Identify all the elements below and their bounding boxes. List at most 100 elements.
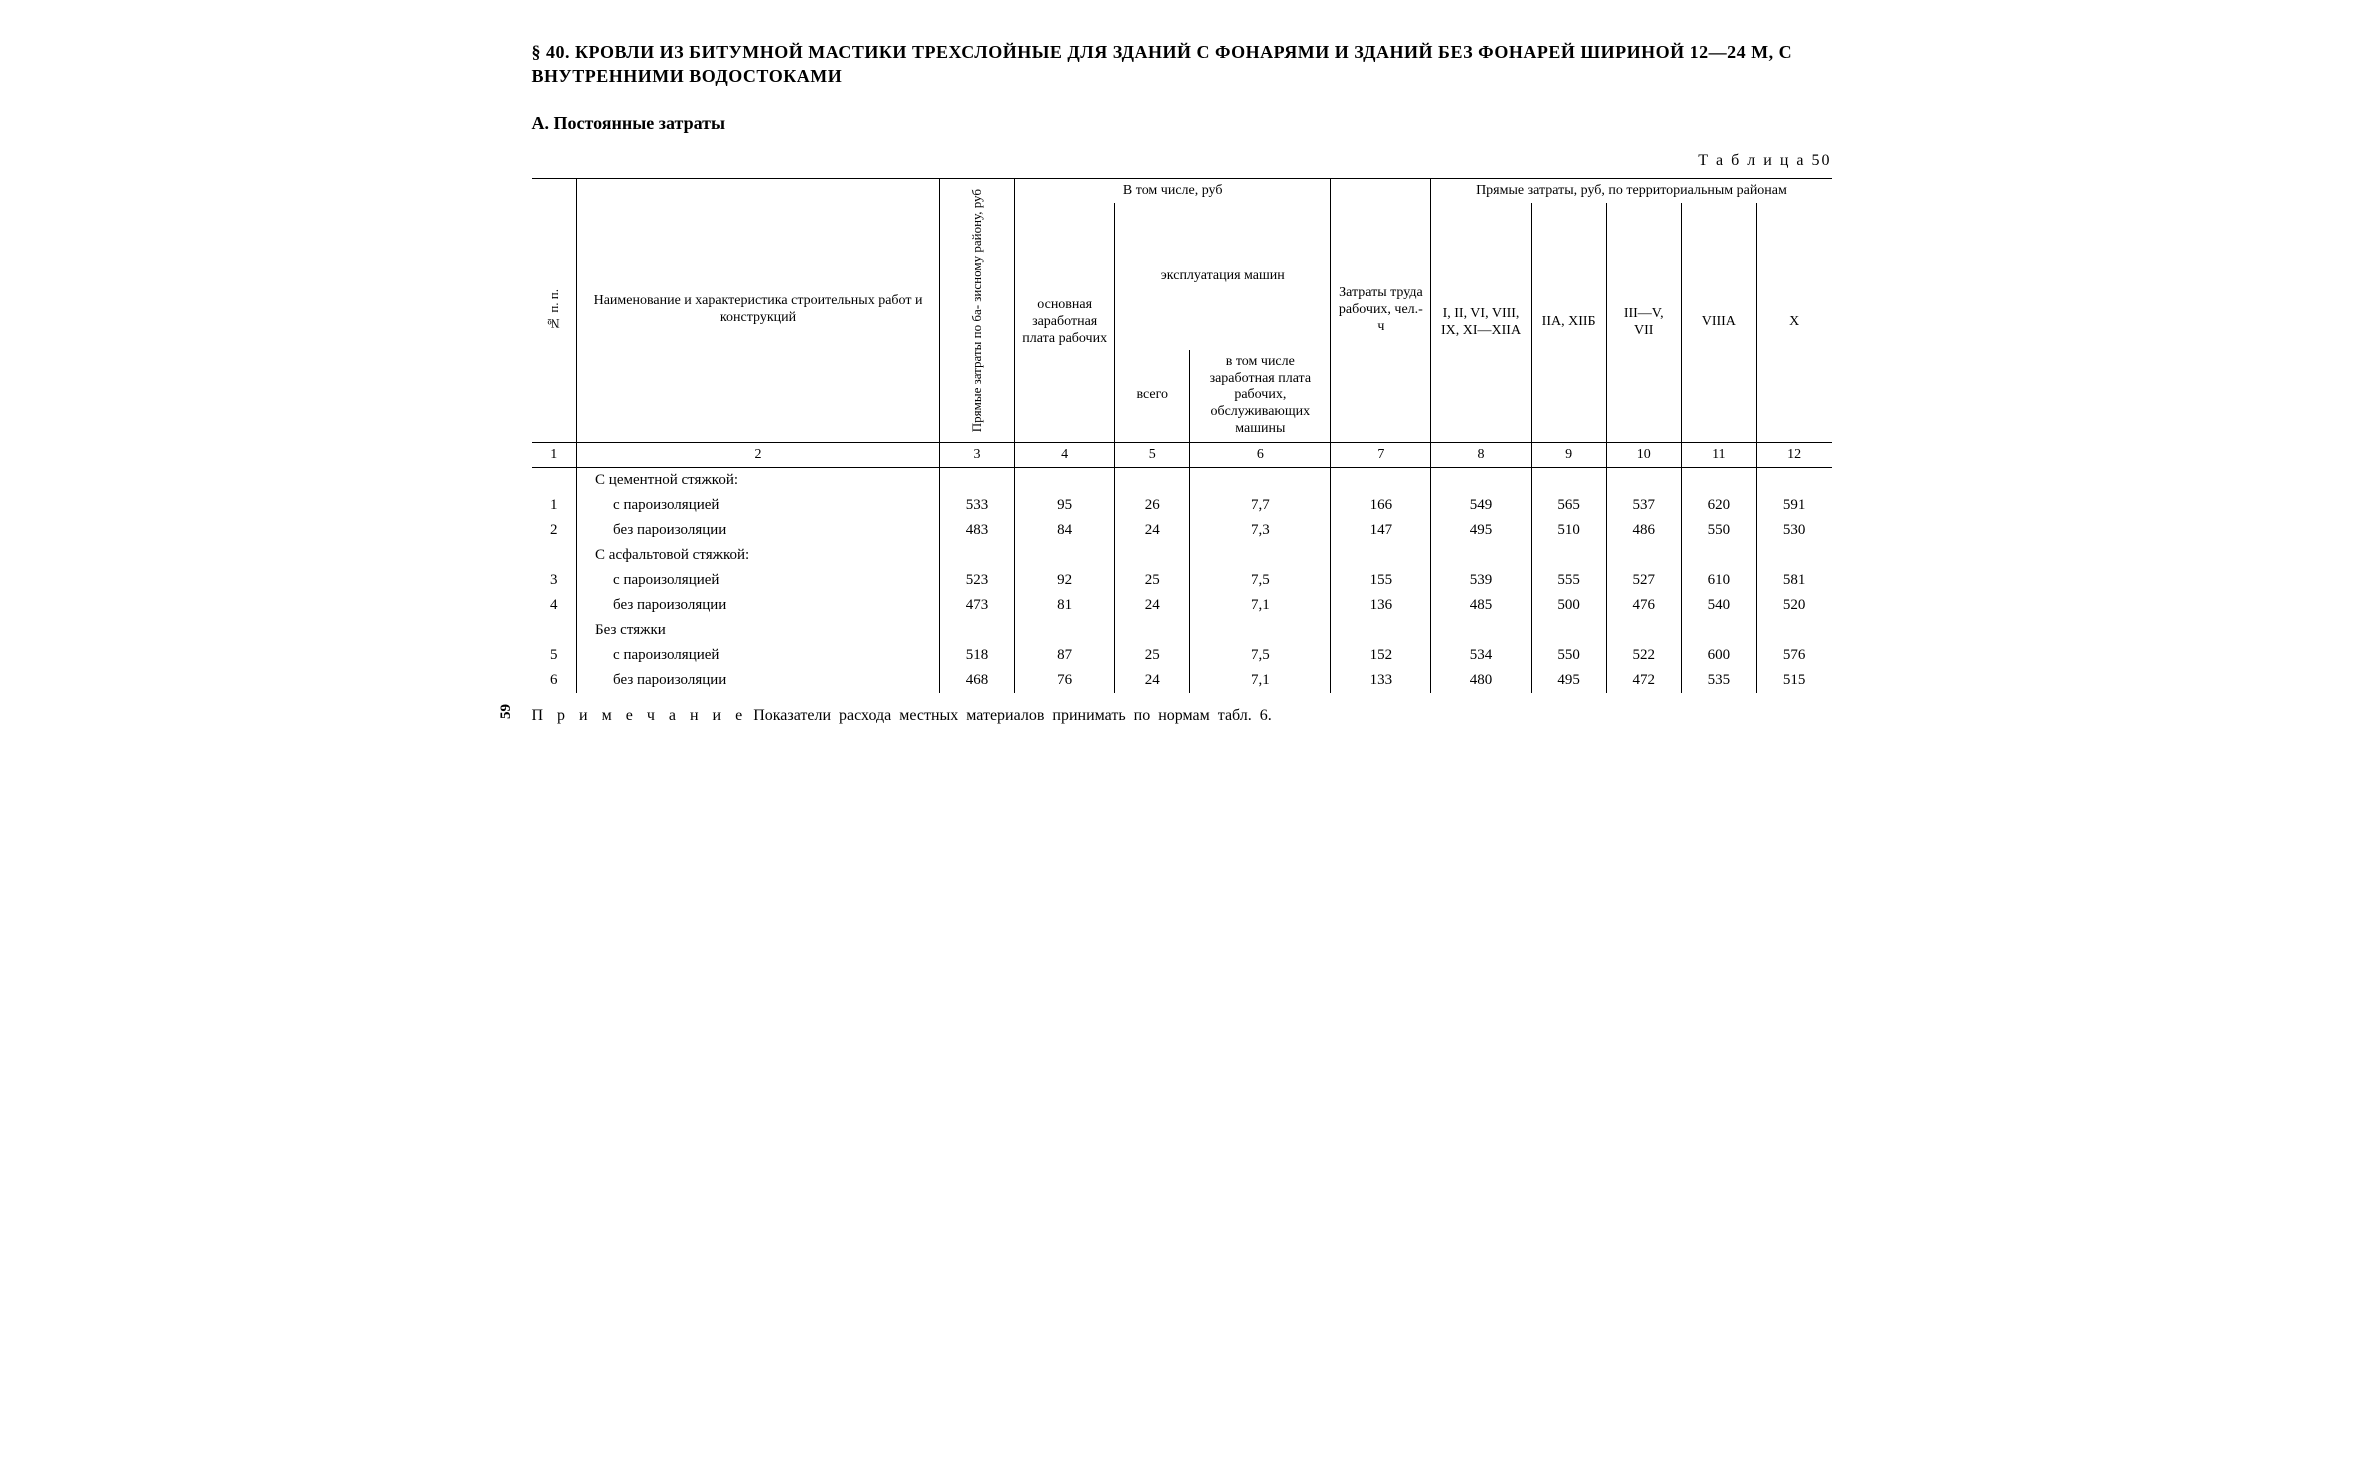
colnum-11: 11	[1681, 442, 1756, 467]
group-in-that: В том числе, руб	[1015, 178, 1331, 203]
table-group-row: Без стяжки	[532, 618, 1832, 643]
table-cell	[1115, 543, 1190, 568]
col2-header: Наименование и характеристика строительн…	[577, 178, 940, 442]
table-row: 1с пароизоляцией53395267,716654956553762…	[532, 493, 1832, 518]
table-row: 2без пароизоляции48384247,31474955104865…	[532, 518, 1832, 543]
table-cell: Без стяжки	[577, 618, 940, 643]
table-cell: 6	[532, 668, 577, 693]
table-cell: 95	[1015, 493, 1115, 518]
table-cell: 610	[1681, 568, 1756, 593]
table-cell: 576	[1756, 643, 1831, 668]
table-cell: 565	[1531, 493, 1606, 518]
table-cell: с пароизоляцией	[577, 643, 940, 668]
table-cell: 25	[1115, 568, 1190, 593]
colnum-10: 10	[1606, 442, 1681, 467]
table-row: 3с пароизоляцией52392257,515553955552761…	[532, 568, 1832, 593]
table-cell	[1115, 618, 1190, 643]
table-cell	[532, 467, 577, 493]
table-cell: 523	[940, 568, 1015, 593]
table-cell: 147	[1331, 518, 1431, 543]
table-cell: 473	[940, 593, 1015, 618]
table-cell: 7,5	[1190, 568, 1331, 593]
section-heading: § 40. КРОВЛИ ИЗ БИТУМНОЙ МАСТИКИ ТРЕХСЛО…	[532, 40, 1832, 89]
col9-header: IIА, XIIБ	[1531, 203, 1606, 442]
table-cell	[1431, 543, 1531, 568]
table-cell: 485	[1431, 593, 1531, 618]
table-cell	[532, 543, 577, 568]
table-cell: 495	[1531, 668, 1606, 693]
table-body: С цементной стяжкой:1с пароизоляцией5339…	[532, 467, 1832, 693]
table-cell: без пароизоляции	[577, 593, 940, 618]
table-cell	[1606, 543, 1681, 568]
table-cell	[1331, 543, 1431, 568]
table-cell: 155	[1331, 568, 1431, 593]
table-cell: 4	[532, 593, 577, 618]
table-cell: 515	[1756, 668, 1831, 693]
table-cell	[1431, 618, 1531, 643]
table-cell	[940, 543, 1015, 568]
table-cell	[1015, 543, 1115, 568]
table-cell: 136	[1331, 593, 1431, 618]
table-cell: 7,3	[1190, 518, 1331, 543]
table-cell: 84	[1015, 518, 1115, 543]
table-cell: 7,7	[1190, 493, 1331, 518]
table-cell	[1015, 467, 1115, 493]
table-cell: 81	[1015, 593, 1115, 618]
group-direct: Прямые затраты, руб, по территориальным …	[1431, 178, 1832, 203]
col5-header: всего	[1115, 350, 1190, 442]
table-cell: 500	[1531, 593, 1606, 618]
colnum-3: 3	[940, 442, 1015, 467]
table-cell: 87	[1015, 643, 1115, 668]
table-cell: 495	[1431, 518, 1531, 543]
table-cell: 549	[1431, 493, 1531, 518]
table-cell: 550	[1531, 643, 1606, 668]
colnum-8: 8	[1431, 442, 1531, 467]
table-cell	[1606, 618, 1681, 643]
footnote-prefix: П р и м е ч а н и е	[532, 707, 746, 724]
table-cell: 537	[1606, 493, 1681, 518]
table-cell	[1331, 467, 1431, 493]
table-cell	[940, 618, 1015, 643]
table-cell: 25	[1115, 643, 1190, 668]
costs-table: № п. п. Наименование и характеристика ст…	[532, 178, 1832, 693]
table-cell: 5	[532, 643, 577, 668]
table-cell: 620	[1681, 493, 1756, 518]
table-cell: С цементной стяжкой:	[577, 467, 940, 493]
col6-header: в том числе заработная плата рабочих, об…	[1190, 350, 1331, 442]
col3-header: Прямые затраты по ба- зисному району, ру…	[970, 183, 984, 438]
table-cell	[1606, 467, 1681, 493]
table-cell	[532, 618, 577, 643]
table-cell: 7,5	[1190, 643, 1331, 668]
table-cell: 3	[532, 568, 577, 593]
table-cell: 527	[1606, 568, 1681, 593]
table-cell: с пароизоляцией	[577, 568, 940, 593]
colnum-7: 7	[1331, 442, 1431, 467]
colnum-2: 2	[577, 442, 940, 467]
table-cell: 2	[532, 518, 577, 543]
table-cell	[1531, 543, 1606, 568]
table-cell	[1531, 618, 1606, 643]
group-machines: эксплуатация машин	[1115, 203, 1331, 349]
table-cell: 510	[1531, 518, 1606, 543]
table-cell: 486	[1606, 518, 1681, 543]
table-cell: 555	[1531, 568, 1606, 593]
colnum-6: 6	[1190, 442, 1331, 467]
col10-header: III—V, VII	[1606, 203, 1681, 442]
table-cell: 483	[940, 518, 1015, 543]
table-cell: 476	[1606, 593, 1681, 618]
table-cell: 600	[1681, 643, 1756, 668]
table-cell	[1756, 618, 1831, 643]
table-cell: без пароизоляции	[577, 668, 940, 693]
table-cell: 76	[1015, 668, 1115, 693]
colnum-12: 12	[1756, 442, 1831, 467]
colnum-9: 9	[1531, 442, 1606, 467]
table-cell	[1756, 467, 1831, 493]
table-cell	[940, 467, 1015, 493]
table-cell: 24	[1115, 593, 1190, 618]
table-group-row: С асфальтовой стяжкой:	[532, 543, 1832, 568]
table-cell: 24	[1115, 518, 1190, 543]
table-cell: 550	[1681, 518, 1756, 543]
footnote: П р и м е ч а н и е Показатели расхода м…	[532, 707, 1832, 725]
table-cell: 539	[1431, 568, 1531, 593]
table-cell: без пароизоляции	[577, 518, 940, 543]
